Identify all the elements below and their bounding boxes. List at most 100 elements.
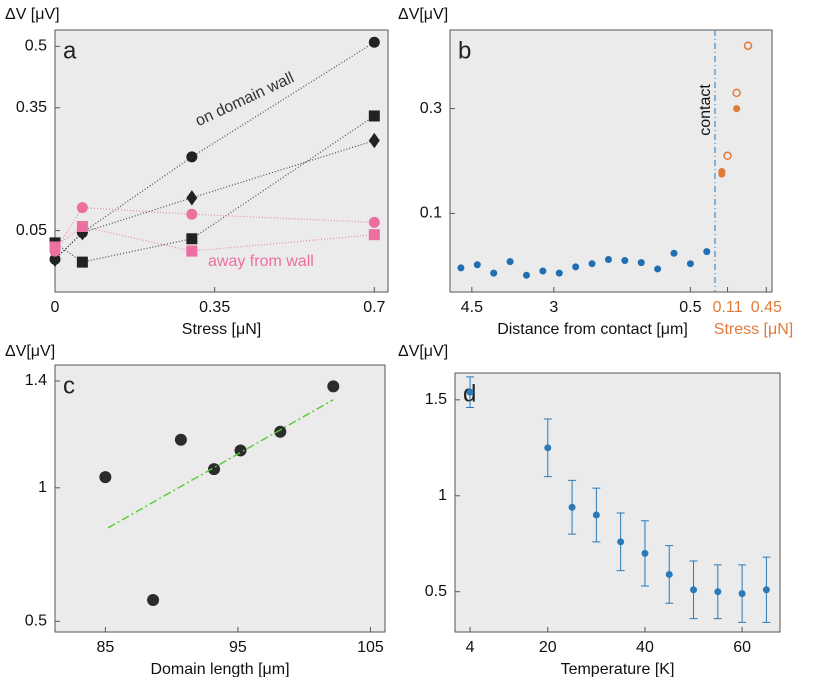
x-tick-label: 3	[549, 299, 558, 316]
x2-tick-label: 0.11	[713, 299, 743, 316]
x-axis-label: Temperature [K]	[561, 661, 675, 677]
point	[539, 267, 547, 275]
point	[522, 271, 530, 279]
plot-area	[54, 29, 389, 293]
point	[368, 229, 380, 241]
point	[76, 256, 88, 268]
point	[76, 202, 88, 214]
x-tick-label: 95	[229, 639, 247, 656]
x-tick-label: 0	[51, 299, 60, 316]
y-axis-label: ΔV[μV]	[398, 343, 448, 360]
point	[186, 190, 198, 206]
point	[686, 260, 694, 268]
annotation: away from wall	[208, 253, 314, 270]
y-tick-label: 0.05	[16, 222, 47, 239]
x-tick-label: 60	[733, 639, 751, 656]
point	[714, 588, 722, 596]
point	[604, 256, 612, 264]
panel-label: c	[63, 372, 75, 399]
y-tick-label: 0.5	[425, 583, 447, 600]
point	[621, 257, 629, 265]
point	[76, 221, 88, 232]
point	[743, 41, 753, 50]
point	[368, 216, 380, 228]
y-tick-label: 0.5	[25, 38, 47, 55]
point	[665, 570, 673, 578]
point	[76, 224, 88, 241]
plot-area	[54, 364, 386, 633]
point	[762, 586, 770, 594]
point	[506, 258, 514, 266]
point	[733, 105, 741, 113]
point	[186, 233, 198, 245]
x-tick-label: 4	[466, 639, 475, 656]
y-axis-label: ΔV [μV]	[5, 6, 60, 23]
point	[568, 503, 576, 511]
series-line	[54, 225, 375, 252]
point	[732, 88, 741, 98]
x-tick-label: 0.35	[199, 299, 230, 316]
point	[49, 241, 61, 253]
y-tick-label: 1	[438, 487, 447, 504]
point	[368, 132, 380, 149]
series-line	[54, 115, 375, 263]
y-axis-label: ΔV[μV]	[398, 6, 448, 23]
y-tick-label: 0.3	[420, 100, 442, 117]
series-line	[54, 41, 375, 260]
y-tick-label: 0.5	[25, 613, 47, 630]
y-tick-label: 1.5	[425, 391, 447, 408]
point	[473, 261, 481, 269]
point	[592, 511, 600, 519]
point	[654, 265, 662, 273]
point	[147, 593, 160, 606]
y-tick-label: 1.4	[25, 372, 47, 389]
point	[718, 170, 726, 178]
series-line	[54, 207, 375, 252]
y-tick-label: 0.35	[16, 99, 47, 116]
x-tick-label: 20	[539, 639, 557, 656]
plot-area	[454, 372, 781, 633]
x-axis-label: Distance from contact [μm]	[497, 321, 688, 338]
point	[368, 110, 380, 122]
x-axis-label: Domain length [μm]	[150, 661, 289, 677]
series-line	[107, 399, 334, 529]
y-tick-label: 0.1	[420, 205, 442, 222]
x-tick-label: 0.7	[363, 299, 385, 316]
point	[490, 269, 498, 277]
point	[588, 260, 596, 268]
y-axis-label: ΔV[μV]	[5, 343, 55, 360]
point	[723, 151, 732, 161]
x-tick-label: 105	[357, 639, 384, 656]
annotation: contact	[697, 84, 714, 136]
point	[99, 471, 112, 484]
point	[274, 425, 287, 438]
panel-label: b	[458, 37, 471, 64]
point	[174, 433, 187, 446]
x-tick-label: 40	[636, 639, 654, 656]
x-tick-label: 0.5	[679, 299, 701, 316]
plot-area	[449, 29, 773, 293]
point	[368, 36, 380, 48]
point	[208, 463, 221, 476]
point	[670, 249, 678, 257]
x-tick-label: 4.5	[461, 299, 483, 316]
point	[186, 245, 198, 257]
point	[641, 549, 649, 557]
point	[186, 151, 198, 163]
x-axis-label: Stress [μN]	[182, 321, 261, 338]
point	[617, 538, 625, 546]
x2-axis-label: Stress [μN]	[714, 321, 793, 338]
point	[327, 380, 340, 393]
point	[738, 590, 746, 598]
point	[186, 208, 198, 220]
point	[457, 264, 465, 272]
y-tick-label: 1	[38, 479, 47, 496]
point	[637, 259, 645, 267]
point	[466, 388, 474, 396]
point	[555, 269, 563, 277]
x2-tick-label: 0.45	[751, 299, 782, 316]
point	[572, 263, 580, 271]
point	[544, 444, 552, 452]
point	[703, 248, 711, 256]
